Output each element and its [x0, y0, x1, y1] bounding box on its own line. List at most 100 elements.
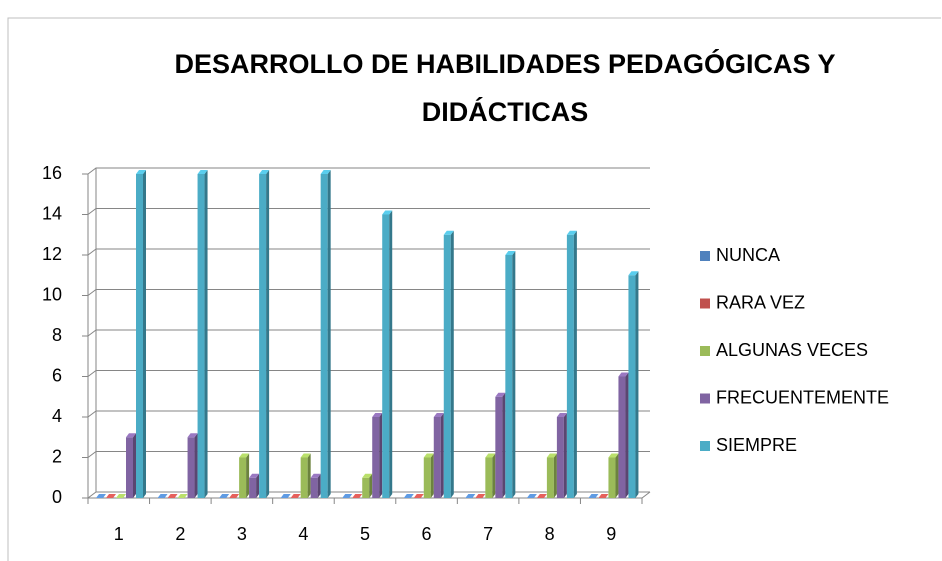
x-tick-label: 1: [114, 524, 124, 544]
bar-top: [106, 494, 116, 498]
bar-front: [608, 457, 616, 498]
bar-top: [465, 494, 476, 498]
bar: [372, 413, 383, 498]
bar-side: [440, 413, 444, 498]
bar-front: [362, 477, 370, 498]
bar-top: [443, 230, 454, 235]
bar-side: [553, 453, 557, 498]
bar-side: [502, 392, 506, 498]
bar-front: [485, 457, 493, 498]
bar: [526, 494, 537, 498]
bar-front: [556, 417, 564, 498]
bar-front: [320, 174, 328, 498]
grid-line: [87, 167, 650, 175]
bar-front: [382, 214, 390, 498]
bar-top: [342, 494, 353, 498]
bar: [566, 230, 577, 498]
bar: [382, 210, 393, 498]
bar-side: [327, 170, 331, 498]
bar-front: [495, 396, 503, 498]
bar-top: [229, 494, 240, 498]
bar-top: [628, 271, 639, 276]
bar: [465, 494, 476, 498]
legend-label: FRECUENTEMENTE: [716, 387, 889, 407]
bar-front: [433, 417, 441, 498]
bar: [239, 453, 250, 498]
bar-side: [204, 170, 208, 498]
bar: [167, 494, 178, 498]
y-tick-label: 0: [52, 487, 62, 507]
bar-side: [512, 251, 516, 498]
bar-side: [307, 453, 311, 498]
bar: [116, 494, 126, 498]
bar: [157, 494, 168, 498]
chart-title: DESARROLLO DE HABILIDADES PEDAGÓGICAS Y …: [174, 49, 836, 127]
bar-top: [239, 453, 250, 458]
bar-side: [379, 413, 383, 498]
grid-line: [87, 208, 650, 215]
legend-label: ALGUNAS VECES: [716, 340, 868, 360]
bar-front: [546, 457, 554, 498]
bar-top: [475, 494, 486, 498]
bar-top: [556, 413, 567, 417]
bar-side: [143, 170, 146, 498]
bar-front: [187, 437, 195, 498]
y-tick-label: 4: [52, 406, 62, 426]
grid-line: [87, 329, 650, 337]
bar-front: [239, 457, 247, 498]
bar: [352, 494, 363, 498]
bar: [96, 494, 106, 498]
bar-side: [194, 433, 198, 498]
frame: [7, 17, 941, 561]
bar: [320, 170, 331, 498]
bar-top: [413, 494, 424, 498]
bar-side: [389, 210, 393, 498]
bar: [259, 170, 270, 498]
bar-top: [280, 494, 291, 498]
x-tick-label: 2: [175, 524, 185, 544]
bar-top: [219, 494, 230, 498]
y-tick-label: 14: [42, 203, 62, 223]
grid-line: [87, 248, 650, 256]
grid-line: [87, 451, 650, 458]
bar-side: [133, 433, 136, 498]
bar-front: [136, 174, 143, 498]
legend-swatch: [700, 298, 710, 309]
bar-top: [187, 433, 198, 438]
bar-side: [615, 453, 619, 498]
bar-side: [450, 230, 454, 498]
bar-front: [505, 255, 513, 498]
bar: [290, 494, 301, 498]
bar-side: [573, 230, 577, 498]
y-tick-label: 2: [52, 446, 62, 466]
bar-top: [352, 494, 363, 498]
bar-top: [566, 230, 577, 235]
bar: [433, 413, 444, 498]
bar: [300, 453, 311, 498]
y-tick-label: 16: [42, 163, 62, 183]
bar: [177, 494, 188, 498]
bar-top: [116, 494, 126, 498]
y-tick-label: 10: [42, 284, 62, 304]
bar: [106, 494, 116, 498]
bar-top: [423, 453, 434, 458]
bar: [126, 433, 136, 498]
bar-top: [136, 170, 146, 174]
bar: [362, 473, 373, 498]
bar-front: [372, 417, 380, 498]
bar: [443, 230, 454, 498]
bar: [546, 453, 557, 498]
bar-side: [492, 453, 496, 498]
bar: [310, 473, 321, 498]
bar-top: [372, 413, 383, 417]
bar-top: [157, 494, 168, 498]
bar-front: [249, 477, 257, 498]
bar-side: [256, 473, 260, 498]
bar-top: [126, 433, 136, 438]
bar: [536, 494, 547, 498]
bar-top: [546, 453, 557, 458]
bar: [136, 170, 146, 498]
bar-top: [485, 453, 496, 458]
bar-top: [197, 170, 208, 174]
